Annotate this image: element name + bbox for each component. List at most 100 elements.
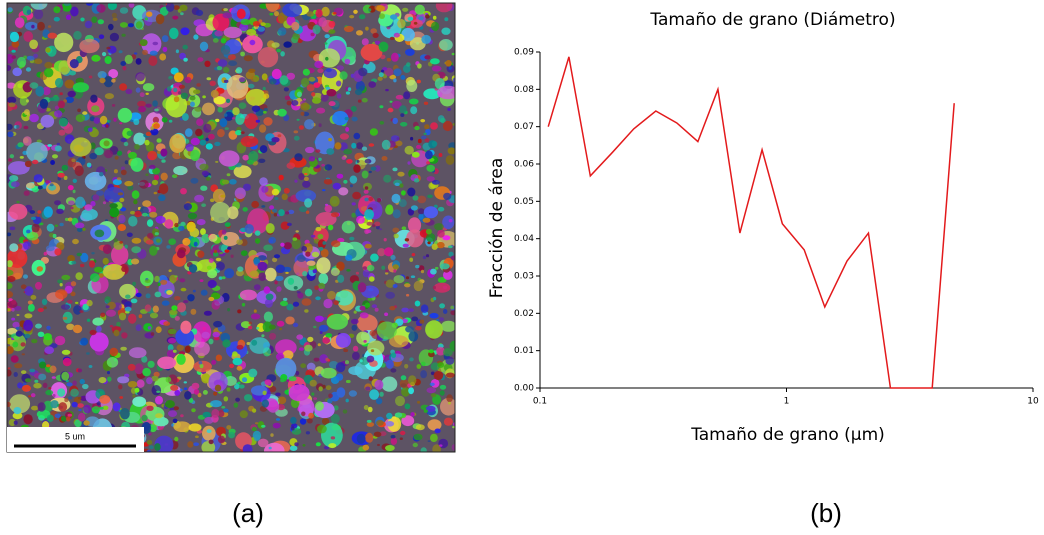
grain: [294, 153, 303, 162]
grain: [404, 364, 409, 369]
grain: [218, 150, 240, 167]
grain: [259, 177, 268, 186]
grain: [146, 377, 153, 385]
grain: [204, 60, 211, 67]
grain: [293, 130, 299, 134]
grain: [226, 425, 232, 430]
grain: [265, 223, 275, 234]
grain: [282, 3, 303, 18]
grain: [72, 380, 77, 386]
grain: [195, 128, 203, 137]
grain: [290, 416, 297, 425]
grain: [131, 258, 140, 265]
grain: [389, 335, 409, 348]
grain: [376, 5, 385, 12]
grain: [108, 69, 119, 79]
grain: [168, 75, 173, 80]
grain: [77, 368, 83, 373]
grain: [214, 30, 223, 37]
grain: [215, 261, 225, 271]
grain: [145, 103, 152, 108]
grain: [318, 273, 329, 285]
grain: [91, 252, 95, 255]
grain: [105, 305, 110, 309]
grain: [13, 420, 18, 425]
grain: [92, 194, 100, 201]
grain: [50, 160, 55, 165]
grain: [302, 68, 310, 76]
grain: [157, 356, 177, 370]
grain: [59, 92, 63, 96]
grain: [184, 76, 192, 84]
grain: [134, 143, 140, 150]
grain: [226, 387, 231, 392]
grain: [286, 72, 296, 80]
grain: [39, 98, 49, 109]
grain: [248, 321, 252, 325]
grain: [130, 157, 144, 172]
grain: [248, 150, 259, 163]
grain: [254, 230, 261, 236]
grain: [63, 3, 71, 7]
grain: [277, 12, 288, 24]
grain: [265, 293, 274, 301]
grain: [445, 372, 455, 378]
grain: [357, 282, 367, 293]
grain: [106, 309, 116, 317]
grain: [231, 117, 236, 120]
grain: [223, 408, 229, 413]
grain: [134, 363, 144, 375]
grain: [30, 295, 37, 300]
grain: [309, 379, 317, 387]
grain: [139, 206, 149, 215]
grain: [394, 412, 403, 418]
grain: [103, 264, 125, 280]
grain: [119, 7, 129, 14]
grain: [23, 31, 33, 42]
grain: [437, 362, 445, 368]
grain: [178, 84, 185, 89]
grain: [155, 215, 166, 224]
grain: [149, 211, 158, 218]
grain: [180, 27, 190, 36]
grain: [316, 107, 326, 114]
grain: [353, 9, 358, 14]
grain: [189, 95, 196, 101]
grain: [437, 229, 445, 238]
grain: [31, 24, 35, 29]
grain: [399, 183, 404, 188]
grain: [339, 142, 348, 151]
grain: [33, 53, 38, 58]
grain: [417, 195, 427, 204]
grain: [96, 401, 101, 406]
grain: [97, 19, 105, 25]
scale-bar-label: 5 um: [65, 431, 85, 441]
grain: [11, 317, 16, 321]
grain: [439, 39, 453, 51]
grain: [368, 276, 375, 282]
grain: [250, 75, 260, 82]
grain: [279, 327, 283, 331]
grain: [8, 158, 13, 162]
grain: [31, 223, 40, 233]
grain: [248, 68, 256, 74]
grain: [202, 390, 208, 395]
grain: [190, 177, 199, 184]
grain: [359, 312, 369, 319]
grain: [201, 233, 210, 244]
grain: [35, 323, 42, 329]
grain: [318, 246, 324, 251]
grain: [209, 80, 216, 87]
grain: [410, 412, 415, 417]
grain: [237, 381, 241, 385]
grain: [72, 324, 83, 334]
grain: [275, 275, 284, 282]
grain: [65, 416, 71, 422]
grain: [274, 280, 278, 285]
grain: [296, 334, 304, 340]
grain: [324, 164, 333, 171]
grain: [63, 175, 68, 180]
grain: [302, 180, 311, 188]
grain: [218, 276, 223, 280]
grain: [404, 283, 411, 288]
